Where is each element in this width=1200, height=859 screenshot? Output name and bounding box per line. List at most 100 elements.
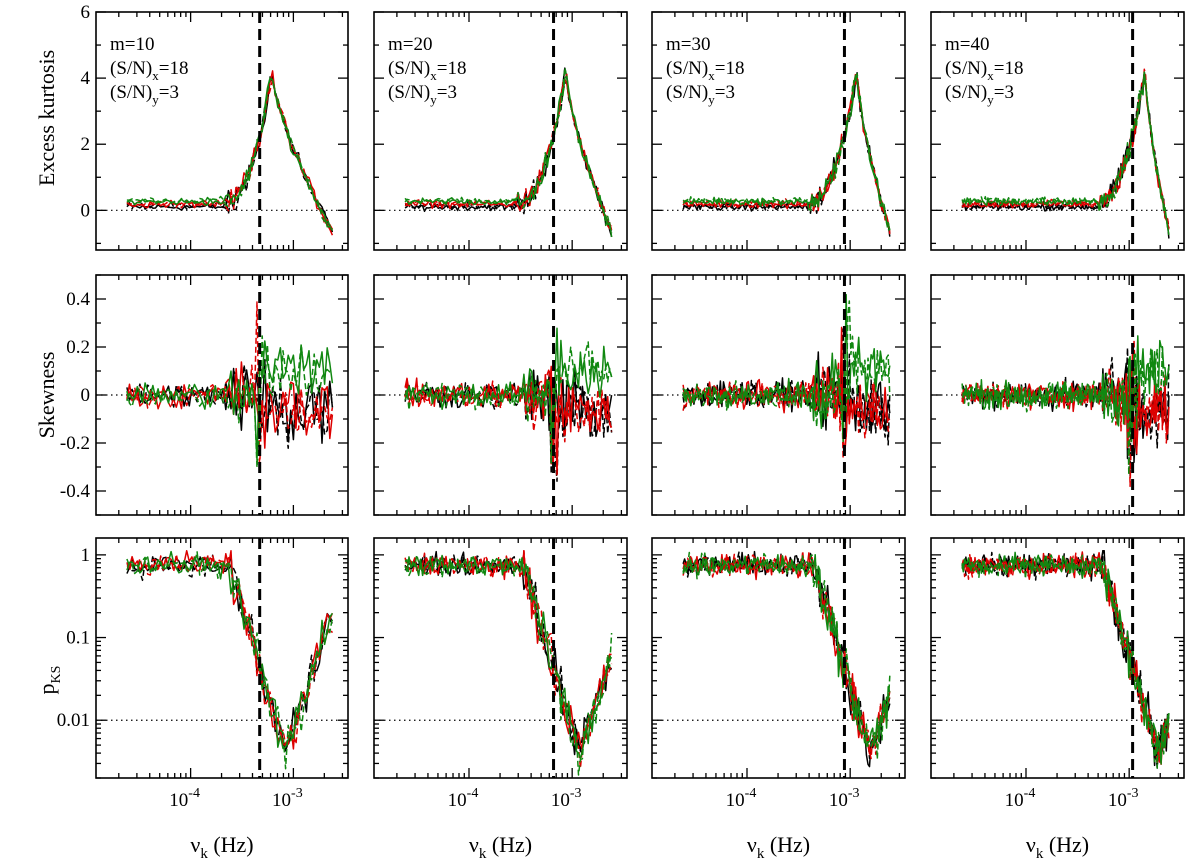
annotation-sn-y-sub: y bbox=[430, 92, 437, 107]
x-tick-label: 10-3 bbox=[551, 786, 582, 811]
series-green-dashed bbox=[404, 66, 613, 234]
series-red-solid bbox=[961, 551, 1170, 766]
annotation-sn-x: (S/N)x=18 bbox=[666, 58, 744, 83]
series-green-solid bbox=[682, 74, 891, 231]
panels-root: 0246m=10(S/N)x=18(S/N)y=3m=20(S/N)x=18(S… bbox=[57, 2, 1185, 859]
panel-r2-c3: 10-4 10-3νk (Hz) bbox=[930, 537, 1185, 859]
panel-r0-c3: m=40 (S/N)x=18(S/N)y=3 bbox=[930, 11, 1185, 251]
series-green-dashed bbox=[682, 300, 891, 430]
x-tick-label-exp: -3 bbox=[570, 786, 582, 801]
x-tick-label: 10-3 bbox=[1108, 786, 1139, 811]
x-tick-label-base: 10 bbox=[726, 790, 745, 811]
series-group bbox=[682, 550, 891, 768]
x-tick-label: 10-4 bbox=[726, 786, 757, 811]
x-tick-label: 10-4 bbox=[448, 786, 479, 811]
y-tick-label: 0.2 bbox=[66, 337, 90, 358]
y-tick-label: -0.2 bbox=[60, 433, 90, 454]
series-red-solid bbox=[961, 72, 1170, 230]
annotation-sn-x-sub: x bbox=[987, 68, 994, 83]
series-group bbox=[682, 72, 891, 237]
x-tick-label-exp: -3 bbox=[291, 786, 303, 801]
annotation-sn-y-value: =3 bbox=[994, 82, 1014, 103]
annotation-sn-y-sub: y bbox=[152, 92, 159, 107]
x-axis-title-main: ν bbox=[469, 832, 479, 857]
series-group bbox=[126, 549, 334, 770]
annotation-sn-y-main: (S/N) bbox=[945, 82, 987, 103]
x-tick-label-exp: -4 bbox=[745, 786, 757, 801]
series-green-dashed bbox=[682, 72, 891, 232]
panel-r0-c1: m=20(S/N)x=18(S/N)y=3 bbox=[373, 11, 628, 251]
annotation-sn-y-main: (S/N) bbox=[388, 82, 430, 103]
series-green-dashed bbox=[961, 346, 1170, 476]
annotation-sn-y: (S/N)y=3 bbox=[388, 82, 457, 107]
series-black-solid bbox=[126, 358, 334, 444]
annotation-m: m=40 bbox=[945, 34, 990, 55]
x-axis-title-sub: k bbox=[1036, 846, 1044, 859]
panel-r2-c2: 10-4 10-3νk (Hz) bbox=[651, 537, 906, 859]
series-black-solid bbox=[405, 368, 613, 438]
x-tick-label-base: 10 bbox=[169, 790, 188, 811]
annotation-sn-x-sub: x bbox=[152, 68, 159, 83]
x-axis-title: νk (Hz) bbox=[469, 832, 532, 859]
annotation-sn-x: (S/N)x=18 bbox=[388, 58, 466, 83]
x-tick-label-exp: -4 bbox=[467, 786, 479, 801]
x-tick-label-base: 10 bbox=[551, 790, 570, 811]
annotation-sn-x: (S/N)x=18 bbox=[110, 58, 188, 83]
x-axis-title-main: ν bbox=[1026, 832, 1036, 857]
y-tick-label: 0 bbox=[81, 385, 91, 406]
row-label-pks: pKS bbox=[34, 666, 64, 695]
y-tick-label: -0.4 bbox=[60, 481, 91, 502]
series-black-solid bbox=[961, 549, 1170, 767]
series-red-dashed bbox=[126, 553, 334, 746]
series-red-solid bbox=[404, 549, 612, 751]
panel-r0-c2: m=30(S/N)x=18(S/N)y=3 bbox=[651, 11, 906, 251]
x-axis-title-sub: k bbox=[479, 846, 487, 859]
series-group bbox=[961, 335, 1170, 488]
series-black-solid bbox=[404, 550, 613, 756]
annotation-sn-y: (S/N)y=3 bbox=[110, 82, 179, 107]
series-green-solid bbox=[126, 550, 334, 750]
annotation-sn-y-value: =3 bbox=[715, 82, 735, 103]
annotation-sn-y-main: (S/N) bbox=[110, 82, 152, 103]
row-label-skewness: Skewness bbox=[34, 352, 59, 439]
annotation-sn-y-sub: y bbox=[987, 92, 994, 107]
annotation-sn-x-value: =18 bbox=[715, 58, 745, 79]
annotation-sn-y-sub: y bbox=[708, 92, 715, 107]
annotation-sn-x: (S/N)x=18 bbox=[945, 58, 1023, 83]
x-axis-title-unit: (Hz) bbox=[486, 832, 532, 857]
annotation-sn-x-sub: x bbox=[430, 68, 437, 83]
series-green-solid bbox=[961, 71, 1170, 236]
panel-r1-c1 bbox=[373, 274, 628, 516]
annotation-sn-y: (S/N)y=3 bbox=[666, 82, 735, 107]
series-green-dashed bbox=[404, 341, 613, 464]
x-tick-label: 10-3 bbox=[272, 786, 303, 811]
series-green-solid bbox=[682, 293, 891, 443]
x-axis-title-main: ν bbox=[190, 832, 200, 857]
series-group bbox=[404, 327, 613, 482]
series-green-solid bbox=[404, 327, 613, 438]
annotation-sn-x-sub: x bbox=[708, 68, 715, 83]
annotation-sn-x-main: (S/N) bbox=[945, 58, 987, 79]
series-green-dashed bbox=[682, 551, 891, 760]
series-red-dashed bbox=[126, 301, 334, 469]
x-tick-label-base: 10 bbox=[272, 790, 291, 811]
series-red-solid bbox=[682, 552, 891, 755]
series-green-solid bbox=[404, 554, 613, 760]
series-green-solid bbox=[126, 77, 334, 231]
annotation-sn-x-value: =18 bbox=[159, 58, 189, 79]
x-tick-label-base: 10 bbox=[1005, 790, 1024, 811]
y-tick-label: 0 bbox=[81, 200, 91, 221]
series-red-dashed bbox=[682, 361, 891, 460]
y-tick-label: 1 bbox=[81, 545, 91, 566]
annotation-sn-x-main: (S/N) bbox=[110, 58, 152, 79]
series-red-dashed bbox=[961, 552, 1170, 765]
panel-r1-c0: -0.4 -0.2 0 0.2 0.4 bbox=[60, 274, 349, 516]
x-tick-label-exp: -4 bbox=[188, 786, 200, 801]
x-axis-title-sub: k bbox=[757, 846, 765, 859]
y-tick-label: 0.1 bbox=[66, 628, 90, 649]
x-axis-title: νk (Hz) bbox=[190, 832, 253, 859]
x-tick-label: 10-4 bbox=[169, 786, 200, 811]
series-black-dashed bbox=[961, 549, 1170, 769]
